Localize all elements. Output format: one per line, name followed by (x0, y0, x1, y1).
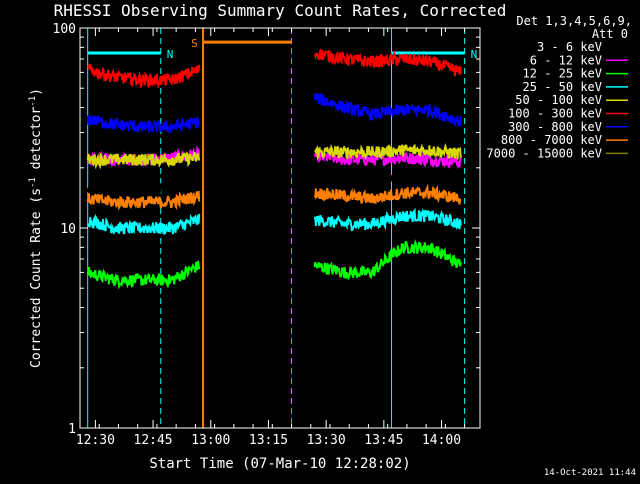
series-line-4 (86, 142, 462, 170)
y-axis-label-main: Corrected Count Rate (s (29, 188, 44, 368)
series-line-7 (86, 183, 462, 211)
legend-label-3: 25 - 50 keV (523, 80, 602, 94)
legend-label-4: 50 - 100 keV (515, 93, 602, 107)
legend-label-2: 12 - 25 keV (523, 67, 602, 81)
x-tick-label-1400: 14:00 (422, 433, 461, 448)
x-tick-label-1330: 13:30 (307, 433, 346, 448)
x-tick-label-1345: 13:45 (364, 433, 403, 448)
y-tick-label-10: 10 (60, 222, 76, 237)
x-tick-label-1245: 12:45 (134, 433, 173, 448)
x-tick-label-1230: 12:30 (76, 433, 115, 448)
axes-layer: 1 10 100 12:30 12:45 13:00 13:15 13:30 13:45 14:0… (53, 22, 481, 448)
series-line-0 (86, 168, 462, 197)
y-axis-label-sup2: -1 (28, 96, 38, 107)
flag-bar-label-2: S (191, 37, 198, 50)
x-tick-label-1315: 13:15 (249, 433, 288, 448)
legend-label-8: 7000 - 15000 keV (486, 146, 602, 160)
y-axis-label-end: ) (29, 88, 44, 96)
plot-layer: N NS (86, 28, 478, 428)
flag-bar-label-1: N (471, 48, 478, 61)
legend-label-1: 6 - 12 keV (530, 53, 602, 67)
y-tick-label-1: 1 (68, 422, 76, 437)
legend-label-7: 800 - 7000 keV (501, 133, 602, 147)
x-axis-label: Start Time (07-Mar-10 12:28:02) (149, 456, 410, 472)
x-tick-label-1300: 13:00 (191, 433, 230, 448)
legend-label-6: 300 - 800 keV (508, 120, 602, 134)
y-axis-label-sup1: -1 (28, 177, 38, 188)
chart-title: RHESSI Observing Summary Count Rates, Co… (54, 1, 507, 20)
y-axis-label: Corrected Count Rate (s-1 detector-1) (28, 88, 44, 368)
legend-label-0: 3 - 6 keV (537, 40, 602, 54)
y-axis-label-mid: detector (29, 107, 44, 178)
series-line-3 (86, 207, 462, 236)
legend-header-line1: Det 1,3,4,5,6,9, (516, 14, 632, 28)
flag-bar-label-0: N (167, 48, 174, 61)
legend-header-line2: Att 0 (592, 27, 628, 41)
date-stamp: 14-Oct-2021 11:44 (544, 468, 636, 478)
legend-label-5: 100 - 300 keV (508, 107, 602, 121)
series-line-6 (86, 92, 462, 135)
series-line-5 (87, 49, 462, 89)
series-line-2 (86, 239, 462, 290)
y-tick-label-100: 100 (53, 22, 76, 37)
